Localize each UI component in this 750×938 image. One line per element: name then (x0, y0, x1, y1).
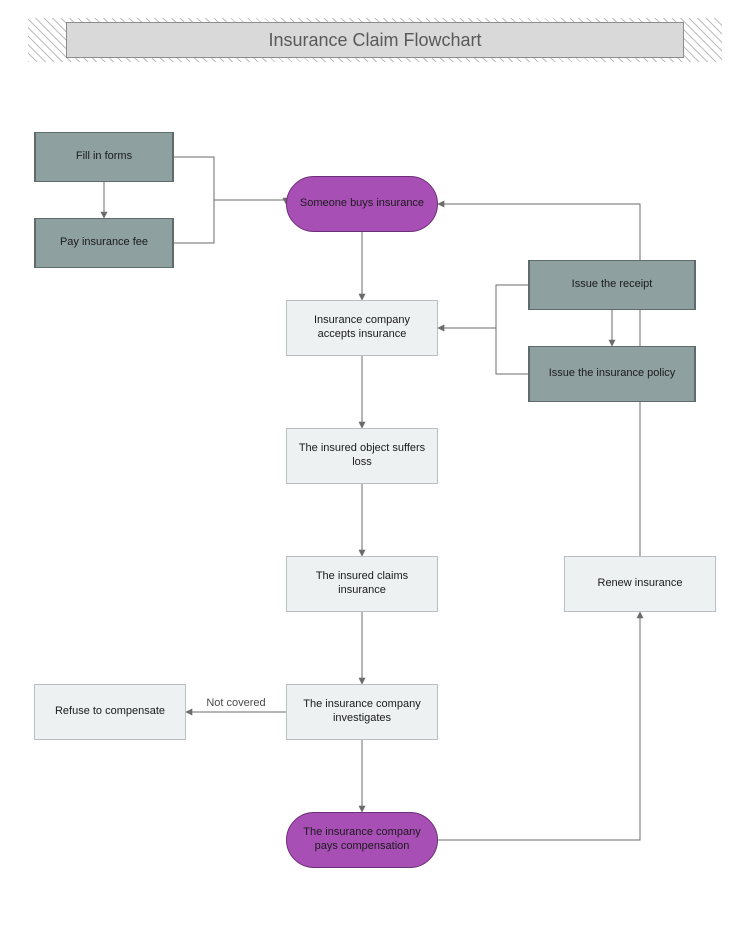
node-label: The insured object suffers loss (295, 442, 429, 470)
node-label: Someone buys insurance (300, 197, 424, 211)
node-label: Insurance company accepts insurance (295, 314, 429, 342)
node-label: The insurance company investigates (295, 698, 429, 726)
node-label: Renew insurance (598, 577, 683, 591)
node-renew: Renew insurance (564, 556, 716, 612)
node-issue_receipt: Issue the receipt (528, 260, 696, 310)
edge (438, 612, 640, 840)
node-refuse: Refuse to compensate (34, 684, 186, 740)
node-label: The insured claims insurance (295, 570, 429, 598)
node-label: The insurance company pays compensation (295, 826, 429, 854)
edge-label: Not covered (206, 697, 265, 709)
node-pays: The insurance company pays compensation (286, 812, 438, 868)
node-suffers: The insured object suffers loss (286, 428, 438, 484)
edge (496, 285, 528, 374)
edge (214, 200, 286, 204)
node-fill_forms: Fill in forms (34, 132, 174, 182)
title-text: Insurance Claim Flowchart (268, 30, 481, 51)
node-pay_fee: Pay insurance fee (34, 218, 174, 268)
flowchart-stage: Insurance Claim Flowchart Not covered Fi… (0, 0, 750, 938)
node-claims: The insured claims insurance (286, 556, 438, 612)
edge (174, 157, 214, 243)
node-buys: Someone buys insurance (286, 176, 438, 232)
title-box: Insurance Claim Flowchart (66, 22, 684, 58)
node-label: Issue the insurance policy (549, 367, 676, 381)
node-label: Refuse to compensate (55, 705, 165, 719)
node-label: Issue the receipt (572, 278, 653, 292)
node-label: Fill in forms (76, 150, 132, 164)
node-accepts: Insurance company accepts insurance (286, 300, 438, 356)
node-investigates: The insurance company investigates (286, 684, 438, 740)
node-label: Pay insurance fee (60, 236, 148, 250)
node-issue_policy: Issue the insurance policy (528, 346, 696, 402)
